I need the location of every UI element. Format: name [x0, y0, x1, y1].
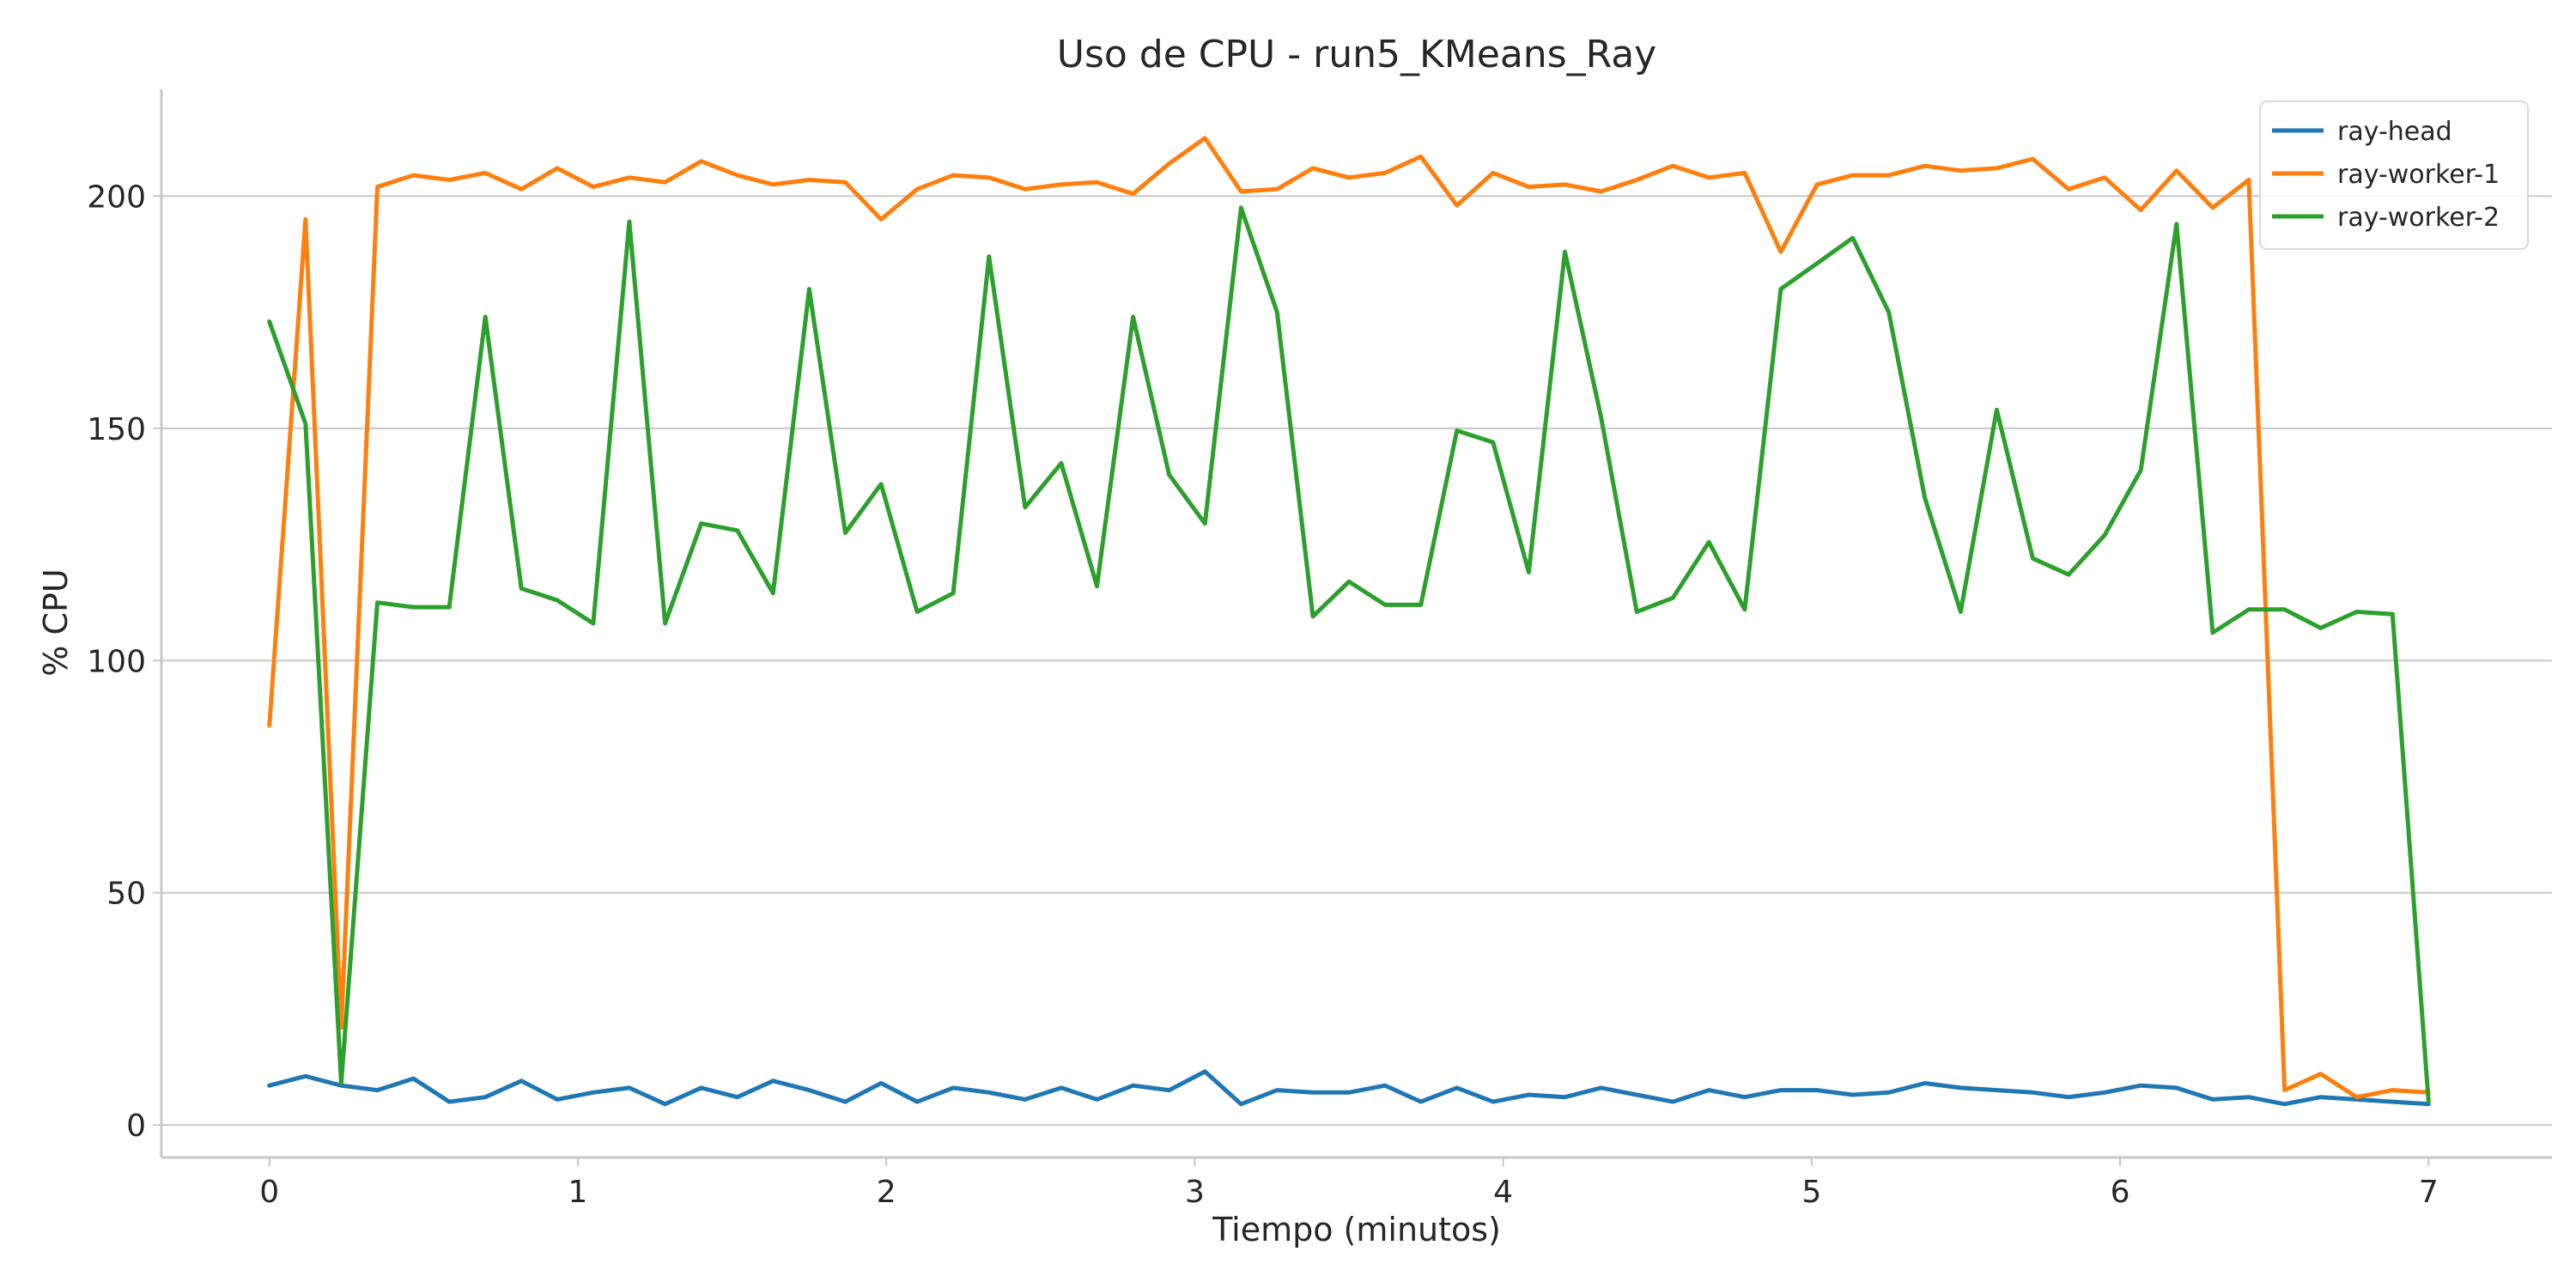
x-tick-label: 2 [877, 1175, 896, 1210]
y-tick-label: 100 [87, 644, 146, 679]
series-line-ray-worker-2 [267, 205, 2431, 1104]
chart-title: Uso de CPU - run5_KMeans_Ray [1057, 33, 1656, 76]
legend-label-ray-worker-2: ray-worker-2 [2337, 203, 2500, 233]
series-lines [267, 136, 2431, 1107]
legend-label-ray-head: ray-head [2337, 117, 2452, 147]
legend-box [2259, 100, 2529, 250]
x-tick-label: 3 [1185, 1175, 1205, 1210]
legend-label-ray-worker-1: ray-worker-1 [2337, 160, 2500, 190]
axes: 0 50 100 150 200 0 1 2 3 4 5 6 7 [87, 89, 2552, 1210]
series-line-ray-head [267, 1069, 2431, 1107]
x-tick-label: 1 [568, 1175, 588, 1210]
grid-lines [161, 195, 2552, 1127]
x-axis-label: Tiempo (minutos) [1212, 1211, 1501, 1249]
y-axis-label: % CPU [37, 568, 75, 676]
y-tick-label: 200 [87, 179, 146, 215]
legend: ray-head ray-worker-1 ray-worker-2 [2259, 100, 2529, 250]
series-line-ray-worker-1 [267, 136, 2431, 1100]
y-tick-label: 150 [87, 412, 146, 447]
x-tick-label: 7 [2419, 1175, 2439, 1210]
x-tick-label: 4 [1493, 1175, 1513, 1210]
x-tick-label: 0 [259, 1175, 279, 1210]
y-tick-label: 50 [106, 877, 146, 912]
y-tick-label: 0 [126, 1109, 146, 1144]
x-tick-label: 5 [1801, 1175, 1821, 1210]
x-tick-label: 6 [2111, 1175, 2130, 1210]
